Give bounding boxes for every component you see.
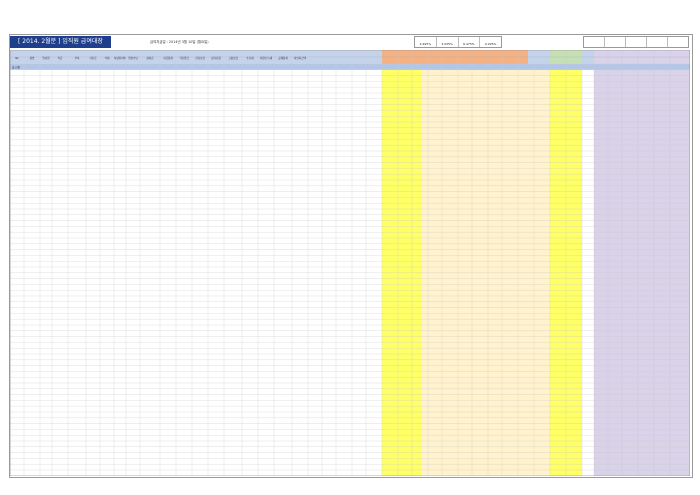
payroll-grid: No 성명 입사일 직급 부서 기본급 식대 차량유지비 연장수당 상여금 지급합계 국민연금 건강보험…: [10, 50, 690, 476]
column-header: 직급: [58, 56, 63, 60]
gross-pay-column: [382, 64, 422, 476]
column-header: 상여금: [146, 56, 154, 60]
column-header: 건강보험: [195, 56, 205, 60]
payroll-table: No 성명 입사일 직급 부서 기본급 식대 차량유지비 연장수당 상여금 지급합계 국민연금 건강보험…: [10, 50, 690, 476]
employer-columns: [594, 64, 690, 476]
column-header: 공제합계: [278, 56, 288, 60]
column-header: 국민연금: [179, 56, 189, 60]
insurance-rate-box: 4.495% 3.035% 6.475% 0.295%: [414, 36, 502, 48]
column-header: 차인지급액: [294, 56, 307, 60]
total-row-label: 총 인원: [12, 65, 21, 69]
column-header: 지방소득세: [260, 56, 273, 60]
rate-value-cell: 6.475%: [459, 42, 481, 47]
employer-value-cell: [626, 42, 647, 47]
employer-header-cell: [584, 37, 605, 42]
rate-value-cell: 0.295%: [484, 42, 497, 46]
employer-value-cell: [584, 42, 605, 47]
column-header: 지급합계: [163, 56, 173, 60]
column-header: 고용보험: [228, 56, 238, 60]
employer-header-cell: [626, 37, 647, 42]
column-header: 입사일: [42, 56, 50, 60]
rate-header-cell: [459, 37, 481, 42]
column-header: 연장수당: [128, 56, 138, 60]
employer-header-cell: [605, 37, 626, 42]
employer-rate-values: [584, 42, 688, 47]
column-header: No: [15, 56, 19, 60]
column-header: 차량유지비: [114, 56, 127, 60]
document-title: [ 2014. 2월분 ] 임직원 급여대장: [10, 36, 111, 48]
rate-header-cell: [437, 37, 459, 42]
column-header: 식대: [105, 56, 110, 60]
employer-rate-box: [583, 36, 689, 48]
employer-value-cell: [605, 42, 626, 47]
employer-value-cell: [668, 42, 688, 47]
insurance-rate-header: [415, 37, 501, 42]
payday-note: 급여지급일 : 2014년 3월 10일 (월요일): [150, 40, 209, 44]
deduction-columns: [422, 64, 550, 476]
employer-value-cell: [647, 42, 668, 47]
rate-value-cell: 3.035%: [437, 42, 459, 47]
column-header: 성명: [30, 56, 35, 60]
rate-header-cell: [415, 37, 437, 42]
employer-rate-header: [584, 37, 688, 42]
total-row: [10, 64, 690, 70]
column-header: 부서: [75, 56, 80, 60]
column-header: 소득세: [246, 56, 254, 60]
rate-value-cell: 4.495%: [415, 42, 437, 47]
column-header: 기본급: [89, 56, 97, 60]
column-header: 장기요양: [211, 56, 221, 60]
insurance-rate-values: 4.495% 3.035% 6.475% 0.295%: [415, 42, 501, 47]
employer-header-cell: [647, 37, 668, 42]
